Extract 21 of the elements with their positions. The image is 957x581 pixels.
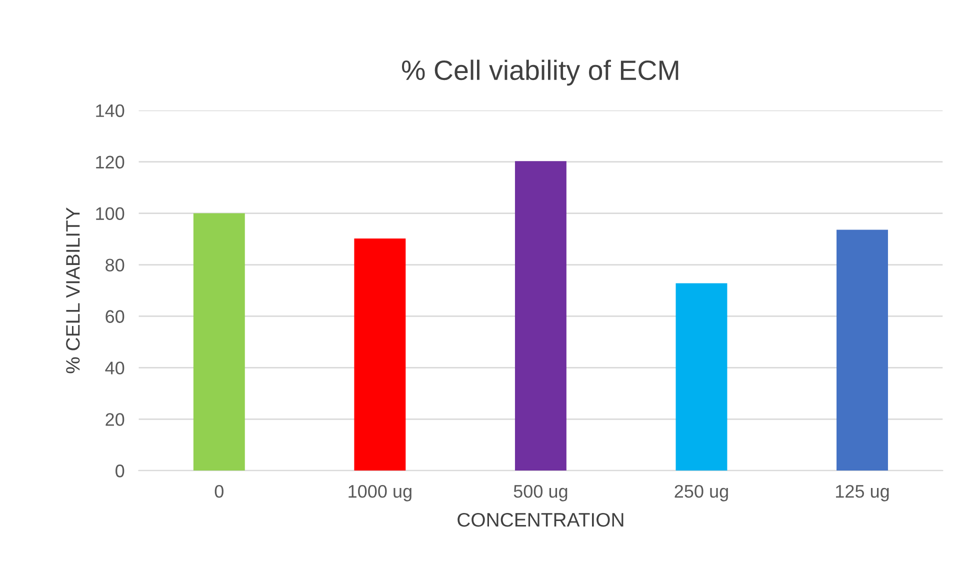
y-tick-label: 60 [106, 310, 124, 323]
x-tick-label: 125 ug [836, 484, 889, 502]
bar [836, 230, 888, 471]
bar [354, 238, 406, 471]
bar [676, 283, 728, 471]
y-tick-label: 0 [116, 464, 124, 478]
y-tick-label: 100 [96, 207, 124, 220]
y-tick-label: 140 [96, 104, 124, 118]
x-tick-label: 250 ug [674, 484, 728, 502]
bar [514, 161, 566, 471]
y-tick-label: 120 [96, 156, 124, 169]
bar [193, 213, 245, 471]
y-tick-label: 40 [105, 362, 124, 374]
y-tick-label: 80 [106, 258, 124, 272]
x-axis-title: CONCENTRATION [458, 512, 624, 527]
x-tick-label: 0 [214, 484, 224, 498]
x-tick-label: 1000 ug [348, 484, 412, 502]
x-tick-label: 500 ug [514, 484, 568, 502]
y-axis-title: % CELL VIABILITY [66, 208, 80, 374]
chart-title: % Cell viability of ECM [402, 60, 678, 86]
y-tick-label: 20 [106, 413, 124, 426]
